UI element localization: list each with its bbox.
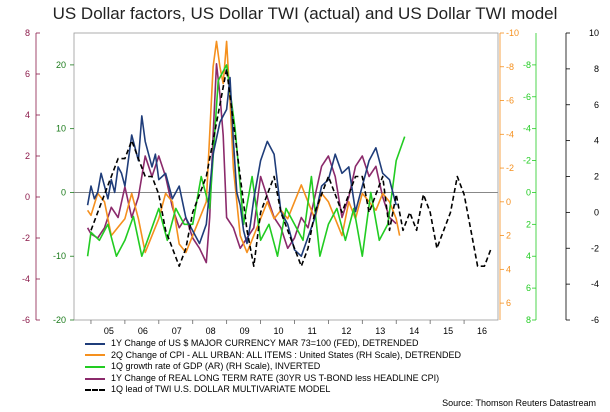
right-orange-tick-label: -8	[506, 62, 514, 72]
x-tick-label: 05	[104, 326, 114, 336]
left-inner-tick-label: 10	[56, 124, 66, 134]
x-tick-label: 13	[375, 326, 385, 336]
right-green-tick-label: 2	[526, 219, 531, 229]
right-green-tick-label: 0	[526, 187, 531, 197]
left-outer-tick-label: -6	[22, 315, 30, 325]
left-outer-tick-label: 8	[25, 28, 30, 38]
right-green-tick-label: 8	[526, 315, 531, 325]
series-line-3	[86, 64, 406, 258]
legend: 1Y Change of US $ MAJOR CURRENCY MAR 73=…	[85, 338, 461, 396]
series-line-5	[90, 68, 492, 268]
x-tick-label: 14	[409, 326, 419, 336]
legend-label: 1Q lead of TWI U.S. DOLLAR MULTIVARIATE …	[111, 384, 331, 395]
right-orange-tick-label: -2	[506, 163, 514, 173]
right-black-tick-label: 0	[594, 207, 599, 217]
right-green-tick-label: 4	[526, 251, 531, 261]
legend-entry: 1Q growth rate of GDP (AR) (RH Scale), I…	[85, 361, 461, 373]
right-black-tick-label: -6	[591, 315, 599, 325]
right-orange-tick-label: 6	[506, 298, 511, 308]
x-tick-label: 09	[240, 326, 250, 336]
legend-label: 1Q growth rate of GDP (AR) (RH Scale), I…	[111, 361, 321, 372]
right-green-tick-label: -2	[523, 156, 531, 166]
x-tick-label: 16	[477, 326, 487, 336]
legend-swatch	[85, 354, 105, 357]
right-orange-tick-label: 2	[506, 231, 511, 241]
left-inner-tick-label: -20	[53, 315, 66, 325]
right-orange-tick-label: -10	[506, 28, 519, 38]
x-tick-label: 11	[307, 326, 316, 336]
right-black-tick-label: 8	[594, 64, 599, 74]
chart-title: US Dollar factors, US Dollar TWI (actual…	[52, 4, 558, 23]
right-green-tick-label: -8	[523, 60, 531, 70]
series-lines	[86, 40, 492, 268]
legend-swatch	[85, 342, 105, 345]
right-green-tick-label: -6	[523, 92, 531, 102]
right-orange-tick-label: 4	[506, 264, 511, 274]
x-tick-label: 08	[206, 326, 216, 336]
legend-swatch	[85, 389, 105, 392]
right-black-tick-label: -2	[591, 243, 599, 253]
left-inner-tick-label: -10	[53, 251, 66, 261]
left-inner-tick-label: 20	[56, 60, 66, 70]
plot-frame	[73, 32, 499, 321]
left-outer-tick-label: 2	[25, 151, 30, 161]
axes: 05 06 07 08 09 10 11 12 13 14 15 1686420-2-4-620100…	[22, 28, 599, 336]
right-black-tick-label: 10	[589, 28, 599, 38]
left-inner-tick-label: 0	[61, 187, 66, 197]
left-outer-tick-label: 0	[25, 192, 30, 202]
right-black-tick-label: 6	[594, 100, 599, 110]
left-outer-tick-label: -4	[22, 274, 30, 284]
left-outer-tick-label: 4	[25, 110, 30, 120]
right-green-tick-label: 6	[526, 283, 531, 293]
series-line-2	[86, 40, 401, 254]
right-orange-tick-label: -4	[506, 129, 514, 139]
left-outer-tick-label: -2	[22, 233, 30, 243]
legend-label: 2Q Change of CPI - ALL URBAN: ALL ITEMS …	[111, 349, 461, 360]
legend-entry: 1Y Change of REAL LONG TERM RATE (30YR U…	[85, 373, 461, 385]
right-orange-tick-label: -6	[506, 96, 514, 106]
legend-swatch	[85, 365, 105, 368]
legend-label: 1Y Change of US $ MAJOR CURRENCY MAR 73=…	[111, 338, 419, 348]
x-tick-label: 10	[274, 326, 284, 336]
right-black-tick-label: -4	[591, 279, 599, 289]
right-orange-tick-label: 0	[506, 197, 511, 207]
right-green-tick-label: -4	[523, 124, 531, 134]
series-line-1	[86, 76, 397, 258]
x-tick-label: 15	[443, 326, 453, 336]
left-outer-tick-label: 6	[25, 69, 30, 79]
x-tick-label: 06	[138, 326, 148, 336]
legend-entry: 1Y Change of US $ MAJOR CURRENCY MAR 73=…	[85, 338, 461, 350]
right-black-tick-label: 4	[594, 136, 599, 146]
series-line-4	[86, 62, 397, 264]
right-black-tick-label: 2	[594, 172, 599, 182]
legend-swatch	[85, 377, 105, 380]
source-note: Source: Thomson Reuters Datastream	[442, 398, 596, 408]
x-tick-label: 12	[341, 326, 351, 336]
x-tick-label: 07	[172, 326, 182, 336]
legend-label: 1Y Change of REAL LONG TERM RATE (30YR U…	[111, 372, 440, 383]
legend-entry: 2Q Change of CPI - ALL URBAN: ALL ITEMS …	[85, 350, 461, 362]
legend-entry: 1Q lead of TWI U.S. DOLLAR MULTIVARIATE …	[85, 384, 461, 396]
